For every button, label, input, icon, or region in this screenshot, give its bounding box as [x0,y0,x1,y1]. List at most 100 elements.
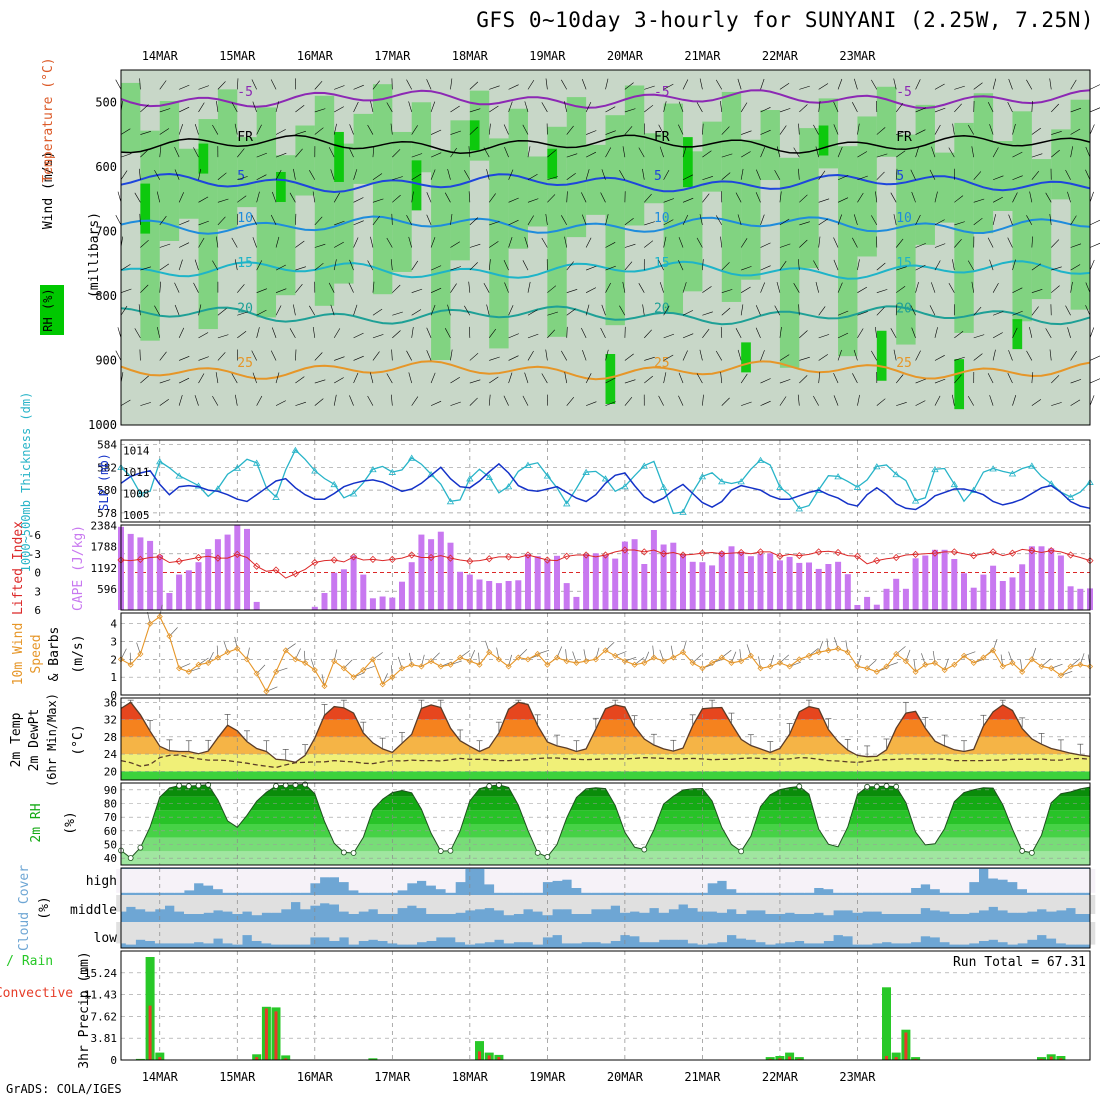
cloud-clear-cell [842,869,853,893]
wind-speed-point [437,663,444,670]
wind-barb [1070,215,1077,226]
cloud-clear-cell [610,895,621,906]
li-point [582,551,590,559]
wind-barb [663,305,670,316]
rh-band [741,139,761,280]
wind-barb [159,128,170,135]
wind-barb [372,308,383,316]
rh-point [1028,849,1035,856]
wind-barb [1070,79,1077,90]
wind-barb [813,395,819,406]
cloud-clear-cell [833,869,844,893]
li-point [621,546,629,554]
wind-barb [644,193,652,203]
wind-barb [488,259,491,271]
slp-point [194,482,203,489]
wind-barb [483,147,490,158]
cloud-clear-cell [184,922,195,944]
wind-barb [488,193,496,203]
cloud-clear-cell [397,869,408,891]
cloud-clear-cell [649,922,660,943]
wind-barb [333,123,337,135]
wind-barb [1026,350,1033,361]
wind-barb [952,394,955,406]
cape-bar [980,574,987,610]
wind-barb [779,379,791,384]
wind-barb [328,147,335,158]
cloud-clear-cell [387,869,398,893]
cloud-clear-cell [746,869,757,893]
cloud-clear-cell [978,922,989,941]
date-label-bottom: 20MAR [607,1070,644,1084]
cloud-clear-cell [649,869,660,893]
slp-point [1066,493,1075,500]
wind-barb [234,123,238,135]
wind-barb [1031,306,1039,316]
wind-barb [1067,327,1071,338]
cloud-clear-cell [222,922,233,944]
cape-bar [137,537,144,610]
wind-barb [469,262,478,271]
cloud-clear-cell [242,869,253,893]
cloud-clear-cell [707,922,718,944]
wind-barb [295,349,297,361]
wind-barb [721,397,730,406]
wind-barb [799,85,810,90]
wind-barb [890,192,897,203]
wind-speed-point [127,661,134,668]
cape-bar [127,533,134,610]
wind-barb [212,124,219,135]
wind-barb [1070,128,1081,135]
rh-band [624,85,645,226]
cloud-clear-cell [368,869,379,893]
wind-barb [871,79,878,90]
wind-barb [954,195,964,203]
cloud-clear-cell [358,895,369,912]
wind-barb [876,307,885,316]
wind-barb [934,219,945,226]
wind-barb [799,356,810,361]
wind-barb [508,101,513,113]
date-label-bottom: 18MAR [452,1070,489,1084]
wind-barb [624,353,634,361]
rh-point [486,783,493,790]
li-point [253,562,261,570]
wind-speed-point [757,665,764,672]
wind-barb [779,125,787,135]
wind-barb [1045,328,1052,339]
cloud-clear-cell [513,922,524,943]
contour-label: 10 [654,211,670,226]
cloud-clear-cell [329,895,340,905]
wind-barb [642,168,645,180]
wind-barb [353,332,364,339]
li-point [272,566,280,574]
wind-barb [682,282,687,293]
cloud-clear-cell [542,922,553,938]
wind-speed-point [214,654,221,661]
wind-barb [115,215,122,226]
wind-barb [235,394,238,406]
wind-barb [541,373,548,384]
rh-core [140,183,151,234]
wind-barb [392,176,403,181]
rh-band [431,150,451,361]
wind-barb [566,397,575,406]
cloud-clear-cell [1046,895,1057,912]
cloud-clear-cell [368,895,379,910]
cloud-clear-cell [445,922,456,938]
wind-barb [488,394,491,406]
wind-barb [522,395,529,406]
wind-barb [508,355,519,361]
slp-point [136,490,145,497]
rh-band [1070,99,1090,310]
cloud-clear-cell [678,869,689,893]
wind-speed-point [379,681,386,688]
cloud-clear-cell [329,869,340,878]
wind-barb [450,78,453,90]
wind-barb [370,372,374,384]
wind-barb [581,192,587,203]
cloud-clear-cell [949,869,960,893]
wind-barb [582,214,587,226]
rh-point [738,848,745,855]
rh-band-fill [121,851,1090,865]
